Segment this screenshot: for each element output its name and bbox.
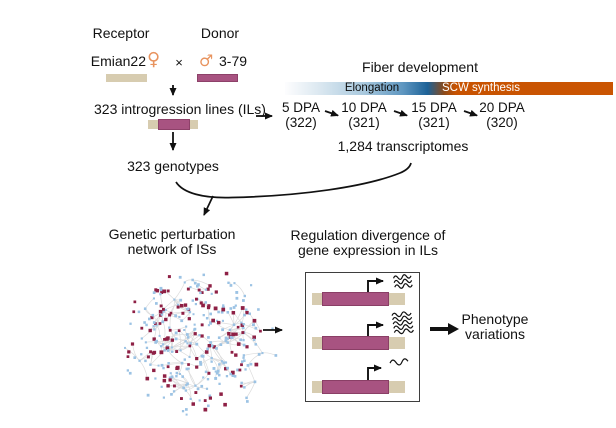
male-icon: ♂ (199, 51, 214, 70)
il-label: 323 introgression lines (ILs) (94, 101, 266, 117)
arrow-to-network (203, 195, 214, 216)
regulation-title-line1: Regulation divergence of (290, 227, 446, 243)
regulation-title: Regulation divergence of gene expression… (286, 227, 450, 259)
stage-20dpa: 20 DPA (320) (473, 100, 531, 131)
fiber-development-gradient-bar: Elongation SCW synthesis (285, 82, 613, 95)
gene-segment-1 (322, 292, 389, 306)
female-icon: ♀ (147, 49, 161, 70)
transcriptomes-label: 1,284 transcriptomes (337, 138, 469, 154)
regulation-title-line2: gene expression in ILs (297, 242, 439, 259)
receptor-label: Receptor (92, 25, 150, 41)
network-graph (124, 271, 278, 416)
donor-chromosome-bar (197, 74, 238, 82)
stage-dpa: 15 DPA (411, 100, 457, 115)
elongation-phase-label: Elongation (344, 82, 400, 94)
gene-segment-3 (322, 380, 389, 394)
network-title: Genetic perturbation network of ISs (102, 226, 242, 258)
fiber-development-title: Fiber development (362, 59, 478, 75)
stage-dpa: 5 DPA (281, 100, 320, 115)
stage-5dpa: 5 DPA (322) (272, 100, 330, 131)
receptor-chromosome-bar (106, 74, 147, 82)
cross-symbol: × (175, 55, 183, 70)
donor-label: Donor (200, 25, 240, 41)
phenotype-label: Phenotype variations (454, 311, 536, 343)
stage-count: (321) (348, 114, 380, 130)
receptor-name: Emian22 (90, 53, 146, 69)
stage-dpa: 10 DPA (341, 100, 387, 115)
phenotype-line1: Phenotype (461, 311, 529, 327)
network-title-line1: Genetic perturbation (108, 226, 236, 242)
stage-count: (322) (285, 114, 317, 130)
il-introgressed-segment (158, 119, 190, 130)
network-title-line2: network of ISs (127, 241, 217, 258)
genotypes-label: 323 genotypes (127, 158, 219, 174)
stage-10dpa: 10 DPA (321) (335, 100, 393, 131)
gene-segment-2 (322, 336, 389, 350)
donor-name: 3-79 (219, 53, 248, 69)
stage-count: (321) (418, 114, 450, 130)
stage-count: (320) (486, 114, 518, 130)
stage-dpa: 20 DPA (479, 100, 525, 115)
scw-synthesis-phase-label: SCW synthesis (442, 82, 520, 94)
stage-15dpa: 15 DPA (321) (405, 100, 463, 131)
phenotype-line2: variations (465, 326, 525, 343)
